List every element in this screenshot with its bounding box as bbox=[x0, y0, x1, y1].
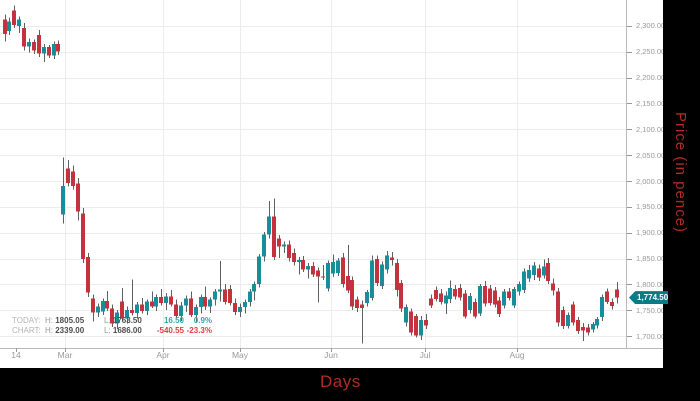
y-axis-tick-label: 1,850.00 bbox=[636, 254, 666, 264]
price-badge: 1,774.50 bbox=[629, 291, 669, 305]
y-axis-tick-label: 2,250.00 bbox=[636, 47, 666, 57]
y-axis-tick-label: 2,100.00 bbox=[636, 124, 666, 134]
x-axis-tick-label: 14 bbox=[11, 350, 21, 360]
x-axis-tick-label: Mar bbox=[57, 350, 73, 360]
chart-canvas: 2,300.00 2,250.00 2,200.00 2,150.00 2,100.00… bbox=[0, 0, 668, 368]
y-axis-tick-label: 2,050.00 bbox=[636, 150, 666, 160]
y-axis-tick-label: 2,200.00 bbox=[636, 73, 666, 83]
x-axis-tick-label: Apr bbox=[156, 350, 170, 360]
y-axis-tick-label: 2,150.00 bbox=[636, 98, 666, 108]
x-axis-title: Days bbox=[320, 372, 361, 391]
y-axis-title: Price (in pence) bbox=[672, 112, 689, 234]
y-axis-tick-label: 1,750.00 bbox=[636, 305, 666, 315]
y-axis-tick-label: 1,700.00 bbox=[636, 331, 666, 341]
y-axis-tick-label: 1,950.00 bbox=[636, 202, 666, 212]
x-axis-tick-label: Aug bbox=[509, 350, 525, 360]
x-axis-tick-label: Jun bbox=[324, 350, 338, 360]
y-axis-tick-label: 2,000.00 bbox=[636, 176, 666, 186]
bottom-panel: Days bbox=[0, 368, 663, 401]
x-axis-tick-label: Jul bbox=[419, 350, 431, 360]
y-axis-tick-label: 1,800.00 bbox=[636, 279, 666, 289]
price-badge-value: 1,774.50 bbox=[637, 293, 669, 303]
x-axis-tick-label: May bbox=[231, 350, 249, 360]
right-panel: Price (in pence) bbox=[663, 0, 700, 401]
y-axis-tick-label: 2,300.00 bbox=[636, 21, 666, 31]
candlestick-plot[interactable] bbox=[0, 0, 663, 368]
y-axis-tick-label: 1,900.00 bbox=[636, 228, 666, 238]
